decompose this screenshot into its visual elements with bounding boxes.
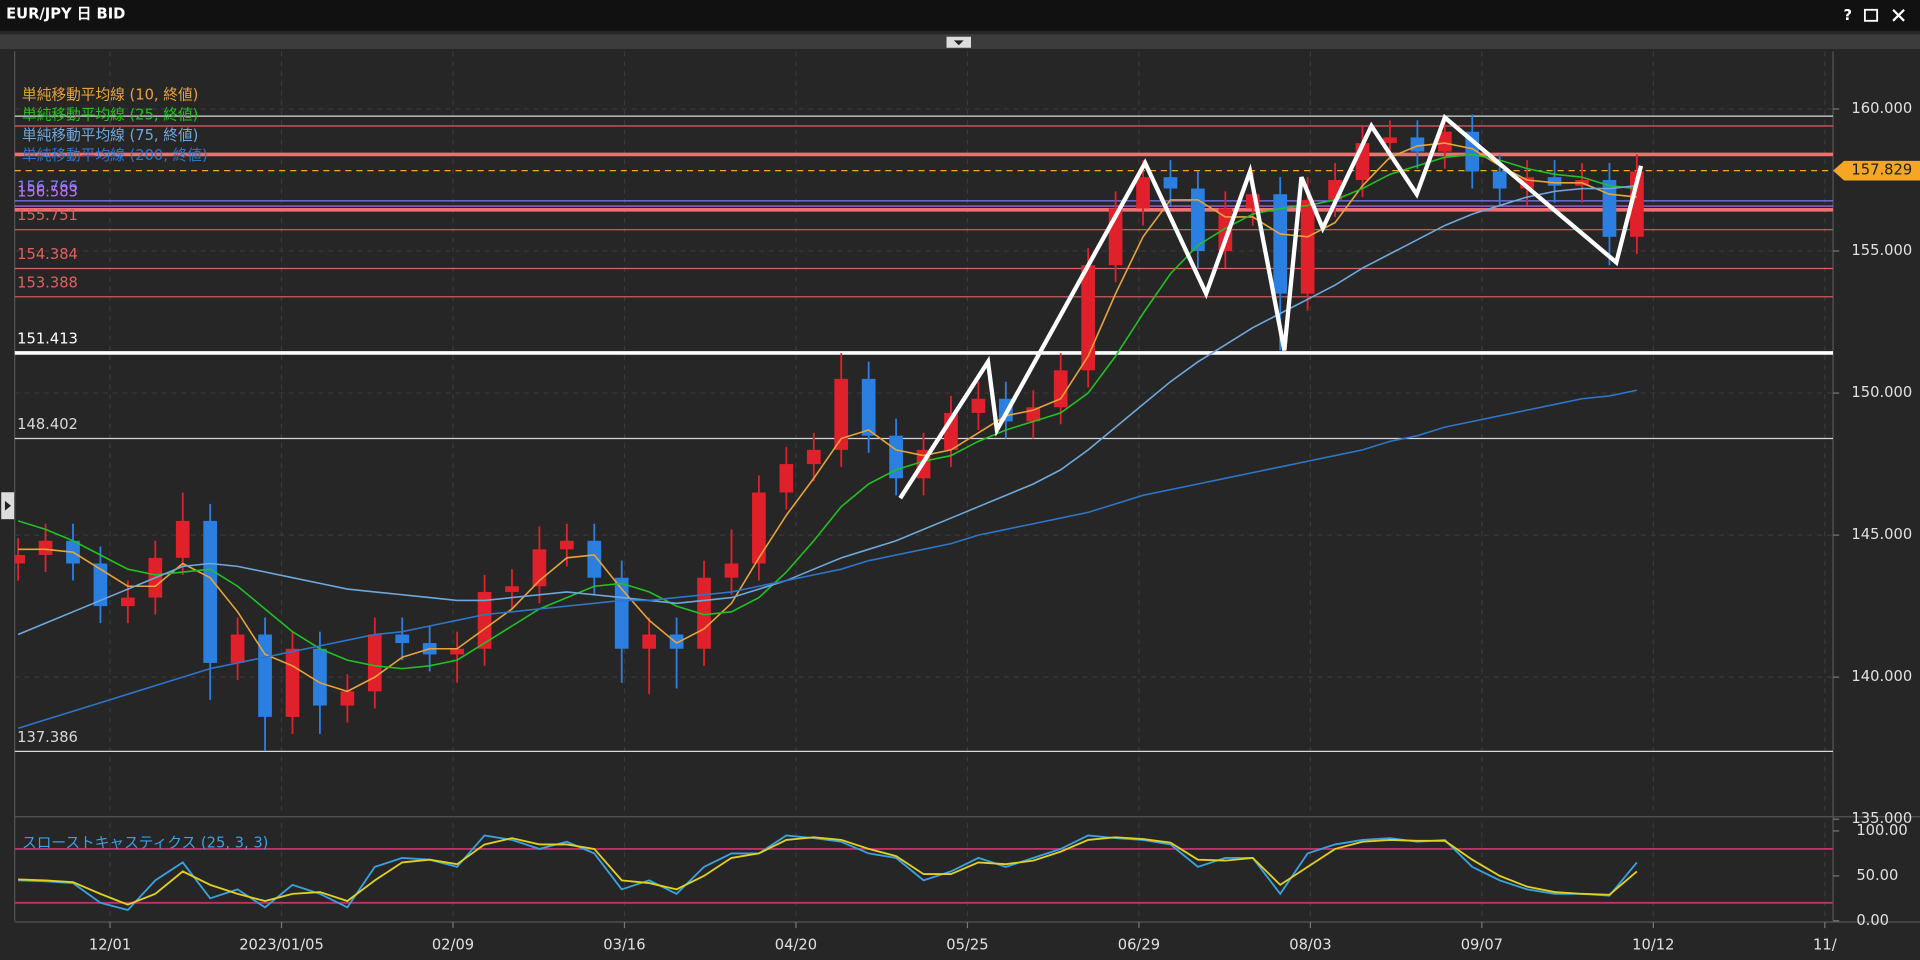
y-tick-label: 140.000	[1851, 668, 1912, 685]
level-label: 155.751	[17, 207, 78, 224]
x-tick-label: 12/01	[89, 936, 131, 953]
level-label: 137.386	[17, 729, 78, 746]
x-tick-label: 08/03	[1289, 936, 1331, 953]
candle-body	[834, 378, 849, 450]
candle-body	[971, 398, 986, 413]
collapse-arrow	[953, 40, 964, 46]
x-tick-label: 2023/01/05	[239, 936, 324, 953]
candle-body	[175, 520, 190, 558]
candle-body	[1437, 131, 1452, 152]
candle-body	[1081, 265, 1096, 371]
candle-body	[1136, 177, 1150, 209]
candle-body	[1410, 137, 1425, 152]
candle-body	[1547, 177, 1562, 186]
candle-body	[505, 586, 519, 592]
legend-entry: 単純移動平均線 (10, 終値)	[22, 87, 198, 104]
indicator-title: スローストキャスティクス (25, 3, 3)	[22, 835, 268, 852]
price-plot	[14, 51, 1834, 815]
side-tab-arrow	[4, 500, 12, 511]
candle-body	[1053, 370, 1068, 408]
level-label: 153.388	[17, 274, 78, 291]
candle-body	[587, 540, 602, 578]
candle-body	[1218, 208, 1233, 252]
legend-entry: 単純移動平均線 (25, 終値)	[22, 107, 198, 124]
current-price-tag	[1833, 160, 1920, 181]
level-label: 156.583	[17, 184, 78, 201]
candle-body	[285, 648, 300, 717]
candle-body	[861, 378, 876, 436]
candle-body	[93, 563, 108, 607]
candle-body	[1163, 177, 1178, 189]
candle-body	[642, 634, 657, 649]
x-tick-label: 11/	[1813, 936, 1837, 953]
candle-body	[313, 648, 327, 706]
candle-body	[724, 563, 739, 578]
candle-body	[230, 634, 245, 663]
candle-body	[1520, 177, 1535, 189]
indicator-y-tick-label: 50.00	[1856, 867, 1898, 884]
y-tick-label: 160.000	[1851, 100, 1912, 117]
candle-body	[1300, 199, 1315, 294]
y-tick-label: 135.000	[1851, 810, 1912, 827]
stochastic-line	[18, 836, 1638, 906]
candle-body	[614, 577, 629, 649]
moving-average-line	[17, 153, 1637, 670]
moving-average-line	[18, 142, 1637, 693]
stochastic-plot	[14, 822, 1834, 921]
candle-body	[121, 597, 135, 607]
candle-body	[367, 634, 382, 692]
candle-body	[450, 648, 464, 655]
x-tick-label: 04/20	[775, 936, 817, 953]
y-tick-label: 145.000	[1851, 526, 1912, 543]
y-tick-label: 155.000	[1851, 242, 1912, 259]
overlay: 12/01 2023/01/05 02/09 03/16 04/20 05/25 06/29…	[17, 87, 1920, 953]
candle-body	[477, 591, 492, 649]
level-label: 151.413	[17, 330, 78, 347]
legend-entry: 単純移動平均線 (200, 終値)	[22, 147, 208, 164]
level-label: 148.402	[17, 416, 78, 433]
stochastic-line	[18, 834, 1638, 912]
candle-body	[669, 634, 684, 649]
candle-body	[203, 520, 218, 663]
y-tick-label: 150.000	[1851, 384, 1912, 401]
zigzag-line	[898, 113, 1644, 500]
legend-entry: 単純移動平均線 (75, 終値)	[22, 127, 198, 144]
indicator-y-tick-label: 100.00	[1856, 822, 1907, 839]
candle-body	[889, 435, 903, 479]
candle-body	[1191, 188, 1205, 252]
candle-body	[559, 540, 574, 550]
x-tick-label: 02/09	[432, 936, 474, 953]
candle-body	[1383, 137, 1397, 144]
close-button[interactable]	[1892, 9, 1905, 22]
maximize-button[interactable]	[1863, 8, 1879, 22]
x-tick-label: 05/25	[946, 936, 988, 953]
x-tick-label: 03/16	[603, 936, 645, 953]
window-title: EUR/JPY 日 BID	[6, 6, 125, 23]
candle-body	[779, 464, 794, 493]
candle-body	[38, 540, 53, 555]
moving-average-line	[17, 184, 1637, 636]
x-tick-label: 06/29	[1118, 936, 1160, 953]
indicator-y-tick-label: 0.00	[1856, 912, 1889, 929]
candle-body	[14, 554, 25, 564]
x-tick-label: 09/07	[1461, 936, 1503, 953]
title-bar	[0, 0, 1920, 31]
candle-body	[752, 492, 766, 564]
moving-average-line	[17, 389, 1638, 730]
candle-body	[395, 634, 410, 644]
candle-body	[340, 691, 355, 706]
level-label: 156.766	[17, 178, 78, 195]
x-tick-label: 10/12	[1632, 936, 1674, 953]
candle-body	[1273, 194, 1288, 294]
level-label: 154.384	[17, 246, 78, 263]
candle-body	[806, 449, 821, 465]
help-button[interactable]: ?	[1843, 7, 1852, 24]
current-price-label: 157.829	[1851, 162, 1912, 179]
candle-body	[1492, 171, 1507, 189]
